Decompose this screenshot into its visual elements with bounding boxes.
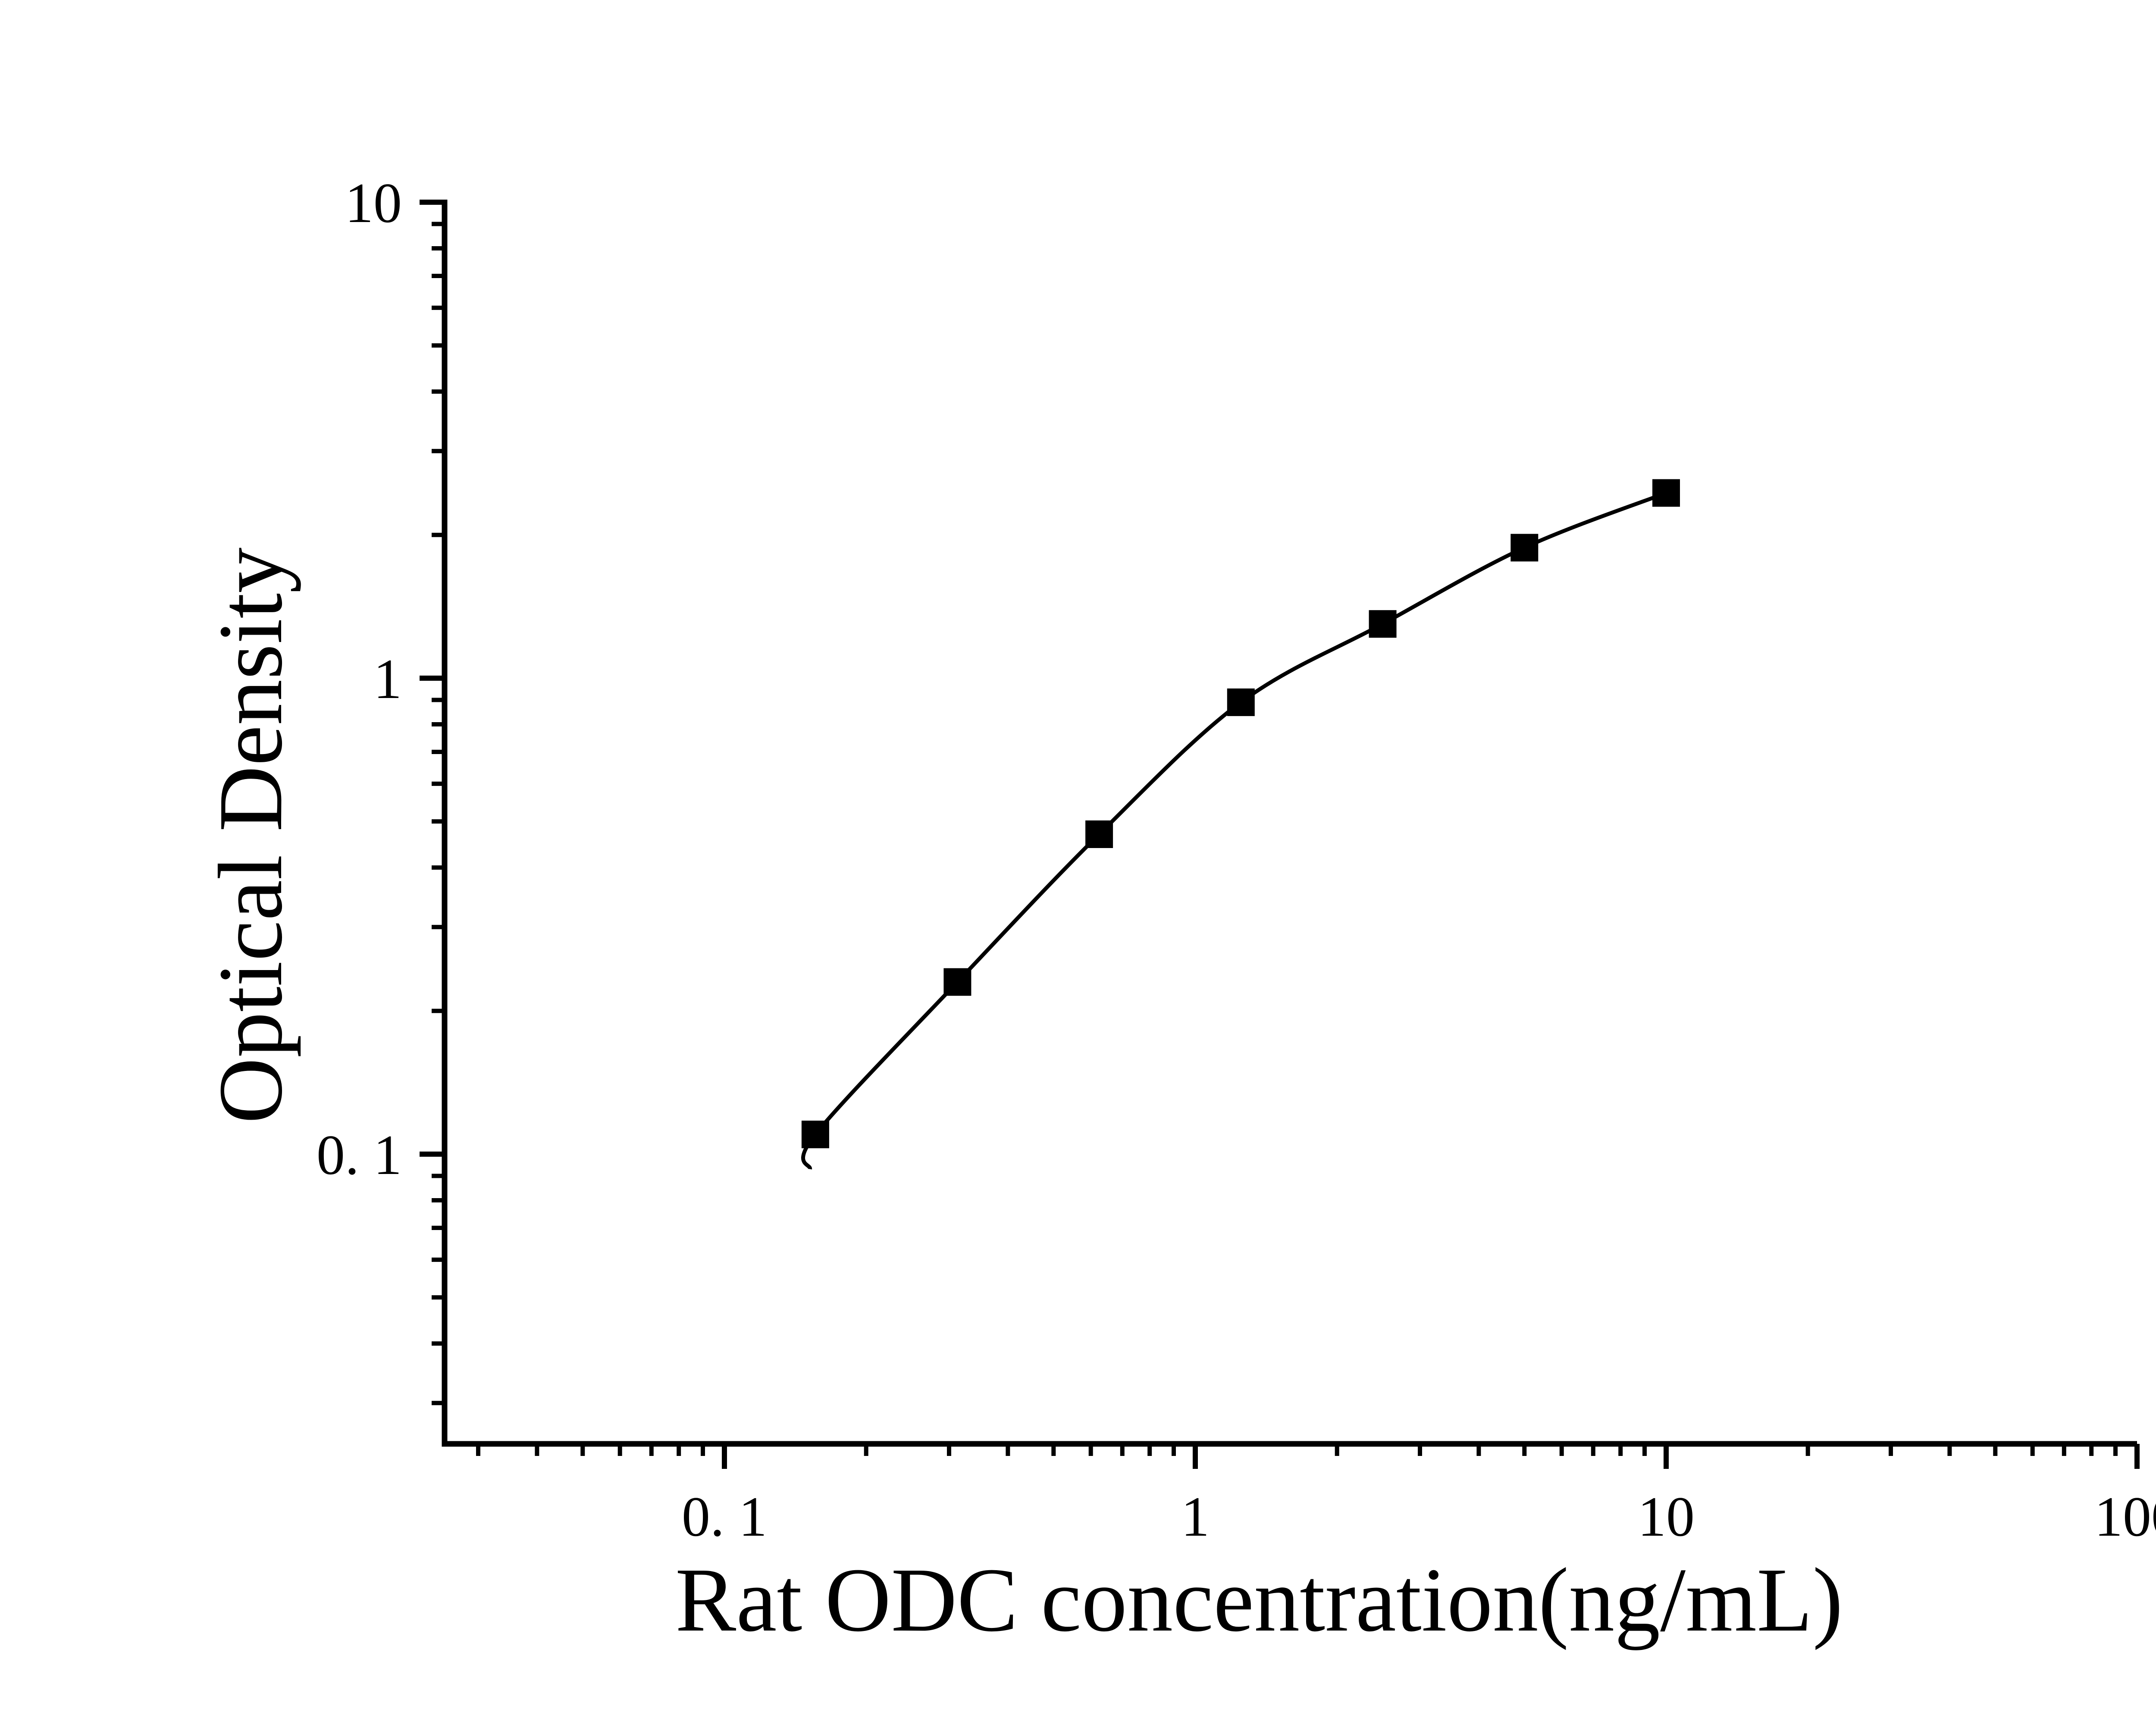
data-point-marker [1227, 688, 1255, 716]
axis-frame [442, 200, 2137, 1447]
data-point-marker [1085, 820, 1113, 848]
data-point-marker [801, 1121, 829, 1149]
x-tick-label: 0. 1 [682, 1485, 767, 1548]
data-point-marker [943, 968, 971, 996]
data-point-marker [1652, 479, 1680, 507]
data-point-marker [1510, 534, 1539, 562]
x-tick-label: 10 [1638, 1485, 1695, 1548]
x-axis-title: Rat ODC concentration(ng/mL) [675, 1549, 1843, 1650]
data-point-marker [1369, 610, 1397, 638]
fit-curve [801, 491, 1667, 1170]
x-tick-label: 1 [1181, 1485, 1210, 1548]
y-tick-label: 1 [373, 647, 402, 711]
y-tick-label: 10 [345, 171, 402, 235]
x-tick-label: 100 [2094, 1485, 2156, 1548]
y-axis-title: Optical Density [200, 548, 301, 1124]
y-tick-label: 0. 1 [317, 1123, 402, 1186]
